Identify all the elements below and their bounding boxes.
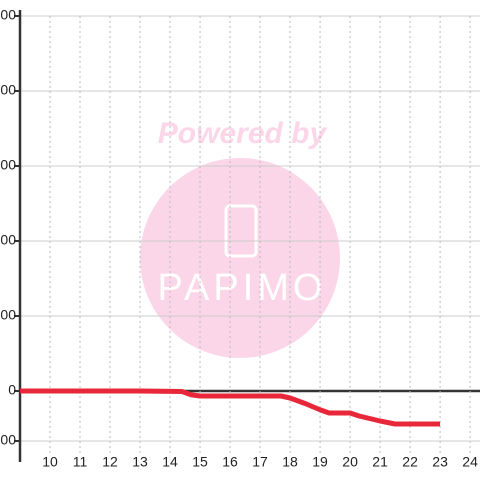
x-tick-label: 14 bbox=[162, 454, 178, 470]
y-tick-label: 60,000 bbox=[0, 232, 16, 248]
y-tick-label: -20,000 bbox=[0, 432, 16, 448]
y-tick-label: 120,000 bbox=[0, 82, 16, 98]
x-tick-label: 12 bbox=[102, 454, 118, 470]
plot bbox=[20, 388, 441, 427]
x-tick-label: 24 bbox=[462, 454, 478, 470]
watermark-text: Powered by bbox=[158, 117, 328, 150]
y-tick-label: 150,000 bbox=[0, 7, 16, 23]
x-tick-label: 22 bbox=[402, 454, 418, 470]
x-tick-label: 19 bbox=[312, 454, 328, 470]
x-tick-label: 16 bbox=[222, 454, 238, 470]
x-tick-label: 13 bbox=[132, 454, 148, 470]
y-tick-label: 30,000 bbox=[0, 307, 16, 323]
y-tick-label: 90,000 bbox=[0, 157, 16, 173]
watermark-icon bbox=[224, 204, 258, 258]
x-tick-label: 10 bbox=[42, 454, 58, 470]
x-tick-label: 21 bbox=[372, 454, 388, 470]
data-line bbox=[20, 388, 441, 427]
x-tick-label: 20 bbox=[342, 454, 358, 470]
x-tick-label: 17 bbox=[252, 454, 268, 470]
x-tick-label: 11 bbox=[73, 454, 88, 470]
x-tick-label: 18 bbox=[282, 454, 298, 470]
x-tick-label: 23 bbox=[432, 454, 448, 470]
y-tick-label: 0 bbox=[8, 382, 16, 398]
x-tick-label: 15 bbox=[192, 454, 208, 470]
watermark-text: PAPIMO bbox=[158, 267, 327, 309]
